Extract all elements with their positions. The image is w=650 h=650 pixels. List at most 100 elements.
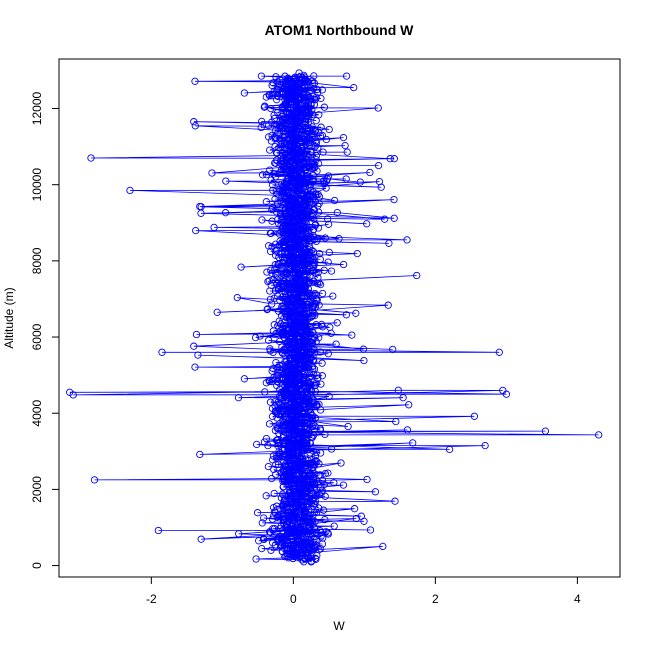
data-point <box>298 319 306 327</box>
data-point <box>271 541 280 549</box>
data-point <box>291 73 299 81</box>
data-point <box>309 210 317 218</box>
data-point <box>290 202 298 210</box>
data-point <box>287 405 295 413</box>
data-point <box>323 215 332 223</box>
data-point <box>295 237 303 245</box>
data-point <box>288 194 296 202</box>
data-point <box>311 289 319 298</box>
data-point <box>271 240 280 248</box>
data-point <box>327 267 336 275</box>
data-point <box>306 272 314 281</box>
data-point <box>301 363 310 371</box>
data-point <box>272 436 281 445</box>
data-point <box>278 343 286 351</box>
data-point <box>266 166 274 174</box>
data-point <box>281 289 289 297</box>
data-point <box>316 544 325 553</box>
data-point <box>276 136 284 144</box>
data-point <box>293 490 301 498</box>
data-point <box>275 429 283 438</box>
data-point <box>308 77 316 85</box>
y-axis-label: Altitude (m) <box>2 287 16 348</box>
data-point <box>288 549 296 558</box>
data-point <box>312 448 320 457</box>
data-point <box>222 177 230 185</box>
data-point <box>384 301 392 309</box>
data-point <box>272 121 280 129</box>
x-tick-label: -2 <box>146 592 157 606</box>
data-point <box>298 520 307 528</box>
data-point <box>301 385 309 393</box>
data-point <box>377 183 385 191</box>
data-point <box>261 388 269 396</box>
data-point <box>266 377 274 386</box>
data-point <box>281 367 290 375</box>
data-point <box>310 431 318 439</box>
data-point <box>301 224 310 232</box>
data-point <box>374 161 383 170</box>
data-point <box>311 497 319 505</box>
data-point <box>314 128 323 137</box>
data-point <box>495 348 503 356</box>
data-point <box>294 124 302 133</box>
data-point <box>285 120 293 129</box>
data-point <box>194 351 202 359</box>
data-point <box>258 519 266 527</box>
data-point <box>301 154 309 162</box>
data-point <box>310 100 319 109</box>
data-point <box>337 459 345 467</box>
data-point <box>311 422 319 430</box>
data-point <box>264 242 273 250</box>
data-point <box>301 99 309 108</box>
data-point <box>280 165 289 173</box>
data-point <box>305 242 313 251</box>
data-point <box>352 309 360 317</box>
data-point <box>190 118 198 126</box>
data-point <box>339 481 348 489</box>
data-point <box>391 497 399 505</box>
data-point <box>292 406 300 414</box>
data-point <box>190 342 198 350</box>
data-point <box>299 248 307 256</box>
data-point <box>300 243 308 251</box>
data-point <box>280 282 288 290</box>
data-point <box>321 470 329 478</box>
data-point <box>255 537 263 545</box>
data-point <box>213 308 221 316</box>
data-point <box>259 535 268 543</box>
data-point <box>278 403 286 411</box>
data-point <box>290 361 298 369</box>
data-point <box>413 271 421 280</box>
data-point <box>269 503 278 512</box>
x-tick-label: 0 <box>290 592 297 606</box>
data-point <box>258 544 266 553</box>
data-point <box>290 319 298 327</box>
y-tick-label: 8000 <box>30 247 44 274</box>
data-point <box>279 473 288 481</box>
data-point <box>306 381 315 389</box>
data-point <box>363 220 371 228</box>
data-point <box>272 187 280 195</box>
data-point <box>279 483 287 491</box>
data-point <box>316 471 324 479</box>
data-point <box>318 359 326 367</box>
data-point <box>277 227 285 236</box>
data-point <box>326 323 334 331</box>
data-point <box>273 275 281 284</box>
data-point <box>292 503 301 511</box>
data-point <box>263 268 271 276</box>
data-point <box>308 123 316 131</box>
data-point <box>366 168 374 177</box>
data-point <box>309 213 317 221</box>
data-point <box>293 214 301 222</box>
data-point <box>386 155 394 163</box>
data-point <box>318 86 326 94</box>
data-point <box>321 515 329 524</box>
data-point <box>286 276 294 284</box>
data-point <box>301 492 309 500</box>
data-point <box>356 178 364 186</box>
data-point <box>302 419 311 428</box>
data-point <box>289 369 297 378</box>
data-point <box>303 499 311 508</box>
